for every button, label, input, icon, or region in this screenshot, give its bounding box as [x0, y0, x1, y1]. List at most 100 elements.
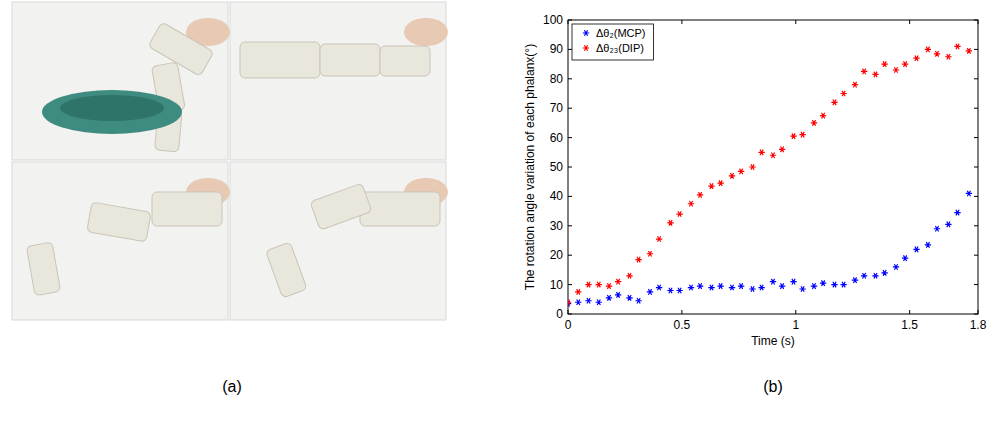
point	[811, 283, 817, 289]
point	[934, 51, 940, 57]
y-tick-label: 30	[550, 219, 564, 233]
x-tick	[795, 310, 796, 314]
y-tick-label: 40	[550, 189, 564, 203]
y-tick	[974, 78, 978, 79]
bowl-inside	[60, 95, 164, 121]
marks	[568, 44, 972, 307]
y-tick	[974, 167, 978, 168]
y-tick-label: 60	[550, 131, 564, 145]
x-tick	[909, 20, 910, 24]
robot-finger	[240, 42, 430, 78]
point	[749, 286, 755, 292]
point	[799, 286, 805, 292]
point	[779, 283, 785, 289]
point	[966, 191, 972, 197]
x-tick	[978, 20, 979, 24]
point	[954, 44, 960, 50]
point	[676, 211, 682, 217]
axes: 00.511.51.80102030405060708090100Time (s…	[523, 13, 987, 348]
point	[585, 282, 591, 288]
x-tick	[681, 310, 682, 314]
point	[840, 91, 846, 97]
point	[852, 82, 858, 88]
point	[688, 285, 694, 291]
point	[852, 277, 858, 283]
bowl	[42, 90, 182, 134]
x-tick-label: 1.5	[901, 318, 918, 332]
series	[568, 191, 972, 307]
point	[596, 299, 602, 305]
phalanx	[320, 44, 380, 76]
legend-marker	[583, 30, 589, 36]
phalanx	[87, 202, 151, 242]
point	[656, 285, 662, 291]
point	[758, 150, 764, 156]
y-tick	[568, 108, 572, 109]
point	[902, 61, 908, 67]
x-tick-label: 1.8	[970, 318, 987, 332]
y-tick	[974, 284, 978, 285]
y-tick-label: 80	[550, 72, 564, 86]
photo-panel	[12, 2, 448, 320]
point	[615, 292, 621, 298]
hand	[404, 18, 448, 46]
point	[575, 289, 581, 295]
point	[729, 173, 735, 179]
y-tick	[568, 20, 572, 21]
y-tick	[974, 225, 978, 226]
point	[729, 285, 735, 291]
point	[626, 295, 632, 301]
y-axis-title: The rotation angle variation of each pha…	[523, 44, 537, 290]
y-tick	[974, 20, 978, 21]
phalanx	[380, 46, 430, 76]
point	[717, 283, 723, 289]
y-tick	[974, 314, 978, 315]
y-tick	[568, 255, 572, 256]
point	[925, 242, 931, 248]
point	[738, 169, 744, 175]
phalanx	[240, 42, 320, 78]
y-tick-label: 90	[550, 42, 564, 56]
point	[749, 164, 755, 170]
point	[934, 226, 940, 232]
point	[575, 299, 581, 305]
x-tick	[978, 310, 979, 314]
point	[717, 180, 723, 186]
point	[872, 72, 878, 78]
x-tick	[568, 20, 569, 24]
point	[840, 282, 846, 288]
point	[893, 67, 899, 73]
x-tick-label: 0	[565, 318, 572, 332]
point	[820, 280, 826, 286]
y-tick	[568, 78, 572, 79]
robot-finger	[148, 22, 214, 152]
y-tick	[974, 137, 978, 138]
legend-label: Δθ₂₃(DIP)	[596, 42, 644, 54]
y-tick-label: 100	[543, 13, 563, 27]
y-tick	[568, 314, 572, 315]
series	[568, 44, 972, 305]
legend: Δθ₂(MCP)Δθ₂₃(DIP)	[572, 24, 654, 60]
x-tick	[681, 20, 682, 24]
point	[656, 236, 662, 242]
point	[635, 298, 641, 304]
legend-marker	[583, 45, 589, 51]
plot-frame	[568, 20, 978, 314]
point	[811, 120, 817, 126]
y-tick	[568, 196, 572, 197]
x-tick-label: 1	[792, 318, 799, 332]
point	[585, 298, 591, 304]
point	[925, 47, 931, 53]
point	[861, 273, 867, 279]
point	[606, 295, 612, 301]
point	[945, 222, 951, 228]
point	[861, 69, 867, 75]
point	[688, 201, 694, 207]
point	[667, 288, 673, 294]
x-tick	[909, 310, 910, 314]
point	[966, 48, 972, 54]
point	[902, 255, 908, 261]
x-axis-title: Time (s)	[751, 334, 795, 348]
panel-label: (a)	[222, 378, 242, 395]
y-tick	[974, 255, 978, 256]
